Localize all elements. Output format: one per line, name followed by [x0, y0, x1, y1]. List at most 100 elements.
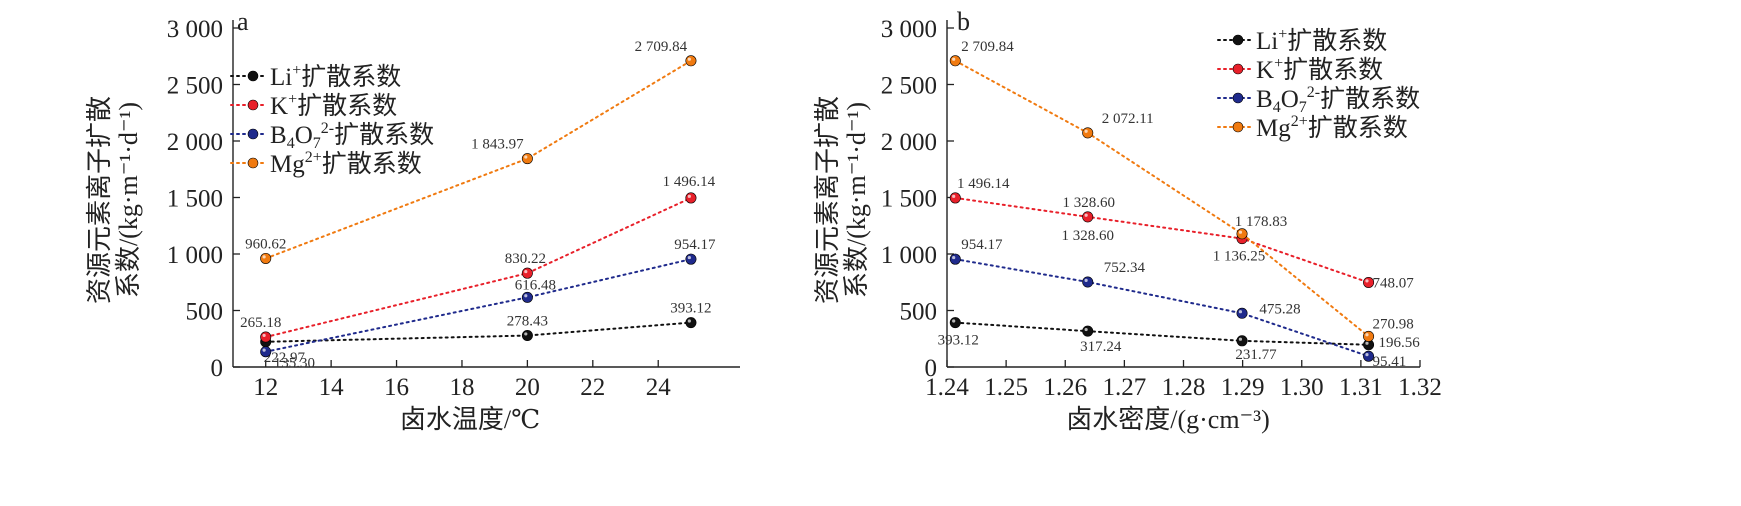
y-tick-label: 3 000	[881, 16, 937, 43]
legend-marker	[1232, 63, 1244, 75]
series-line	[954, 196, 1370, 284]
data-label: 748.07	[1373, 275, 1415, 291]
series-line	[264, 258, 692, 353]
data-label: 393.12	[938, 333, 979, 349]
data-point	[521, 330, 533, 342]
data-point	[521, 291, 533, 303]
data-point	[685, 192, 697, 204]
y-axis-label-line1: 资源元素离子扩散	[813, 96, 842, 304]
legend-marker	[1232, 34, 1244, 46]
data-point-highlight	[1238, 337, 1243, 341]
data-point-highlight	[1238, 230, 1243, 234]
data-label: 2 709.84	[635, 39, 688, 55]
data-label: 1 178.83	[1235, 214, 1288, 230]
data-point	[1082, 127, 1094, 139]
legend-marker	[247, 70, 259, 82]
data-label: 1 496.14	[663, 174, 716, 190]
y-tick-label: 0	[211, 355, 224, 382]
series-line	[954, 321, 1370, 346]
series-line	[954, 258, 1370, 358]
data-point-highlight	[687, 319, 691, 323]
series-line	[264, 59, 692, 260]
legend-entry: Li+扩散系数	[1256, 26, 1387, 55]
data-point	[260, 346, 272, 358]
data-label: 135.30	[274, 356, 315, 372]
legend-entry: B4O72-扩散系数	[270, 120, 434, 152]
data-point-highlight	[687, 194, 691, 198]
data-point-highlight	[1084, 129, 1088, 133]
x-tick-label: 16	[384, 374, 409, 401]
data-point-highlight	[952, 255, 956, 260]
data-point	[521, 153, 533, 165]
data-point-highlight	[1084, 327, 1088, 332]
x-tick-label: 1.26	[1043, 374, 1087, 401]
y-axis-label-line1: 资源元素离子扩散	[85, 96, 114, 304]
x-tick-label: 1.31	[1339, 374, 1383, 401]
data-point-highlight	[1365, 341, 1369, 345]
data-label: 2 709.84	[961, 39, 1014, 55]
data-point	[260, 331, 272, 343]
legend-entry: K+扩散系数	[270, 91, 397, 120]
legend-marker	[247, 128, 259, 140]
y-tick-label: 1 500	[881, 186, 937, 213]
legend-entry: B4O72-扩散系数	[1256, 84, 1420, 116]
data-point	[949, 55, 961, 67]
data-point	[949, 317, 961, 329]
data-point-highlight	[1365, 279, 1369, 283]
x-tick-label: 1.29	[1221, 374, 1265, 401]
data-label: 222.97	[264, 350, 306, 366]
data-point	[685, 317, 697, 329]
legend-entry: Mg2+扩散系数	[270, 149, 422, 178]
data-label: 954.17	[674, 237, 716, 253]
data-label: 752.34	[1104, 260, 1146, 276]
series-line	[264, 196, 692, 339]
data-label: 616.48	[515, 277, 556, 293]
data-point	[949, 192, 961, 204]
x-tick-label: 1.28	[1162, 374, 1206, 401]
data-label: 2 072.11	[1102, 111, 1154, 127]
legend-marker	[1232, 121, 1244, 133]
data-point-highlight	[952, 57, 956, 61]
x-tick-label: 22	[580, 374, 605, 401]
data-label: 317.24	[1080, 339, 1122, 355]
data-label: 1 843.97	[471, 137, 524, 153]
series-line	[954, 59, 1370, 338]
data-point-highlight	[1365, 333, 1369, 337]
data-point-highlight	[524, 155, 528, 159]
data-point-highlight	[1365, 353, 1369, 357]
data-point-highlight	[262, 255, 266, 259]
data-label: 1 136.25	[1213, 249, 1266, 265]
x-tick-label: 1.30	[1280, 374, 1324, 401]
data-label: 960.62	[245, 236, 286, 252]
y-tick-label: 2 000	[167, 129, 223, 156]
y-tick-label: 1 000	[167, 242, 223, 269]
data-label: 196.56	[1379, 335, 1421, 351]
data-point-highlight	[952, 194, 956, 198]
y-tick-label: 1 500	[167, 186, 223, 213]
legend-entry: K+扩散系数	[1256, 55, 1383, 84]
data-label: 278.43	[507, 314, 548, 330]
y-tick-label: 1 000	[881, 242, 937, 269]
data-point-highlight	[952, 319, 956, 323]
y-axis-label-line2: 系数/(kg·m⁻¹·d⁻¹)	[842, 102, 871, 298]
y-tick-label: 2 000	[881, 129, 937, 156]
x-tick-label: 1.25	[984, 374, 1028, 401]
chart-a: 0 500 1 000 1 500 2 000 2 500 3 000 12 14 16 18 20 2…	[85, 7, 740, 434]
data-label: 231.77	[1235, 347, 1277, 363]
data-point-highlight	[524, 332, 528, 336]
x-tick-label: 14	[319, 374, 345, 401]
data-point-highlight	[687, 57, 691, 61]
data-point-highlight	[1084, 278, 1088, 282]
series-line	[264, 321, 692, 343]
x-tick-label: 20	[515, 374, 540, 401]
data-point	[260, 252, 272, 264]
y-tick-label: 500	[900, 299, 938, 326]
data-point	[1082, 211, 1094, 223]
y-axis-label-line2: 系数/(kg·m⁻¹·d⁻¹)	[114, 102, 143, 298]
data-label: 1 496.14	[957, 176, 1010, 192]
data-point-highlight	[524, 294, 528, 298]
data-point	[685, 55, 697, 67]
panel-label: b	[957, 7, 970, 36]
y-tick-label: 2 500	[881, 73, 937, 100]
